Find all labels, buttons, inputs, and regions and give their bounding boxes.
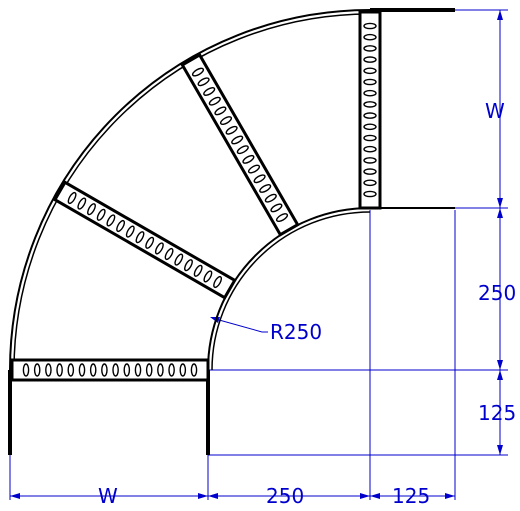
rung-slot [363, 168, 377, 175]
rung-slot [45, 363, 52, 377]
rung-slot [190, 363, 198, 377]
rung-slot [247, 164, 261, 174]
rung-slot [154, 242, 164, 255]
rung-slot [145, 236, 155, 249]
rung-slot [363, 56, 377, 63]
arrow-w-right [198, 493, 208, 499]
arrow-w-top [497, 10, 503, 20]
rung-slot [363, 179, 377, 187]
rung-slot [236, 145, 249, 155]
rung-slot [22, 363, 30, 377]
inner-rail-arc-outer [207, 207, 371, 371]
label-offset-horizontal: 125 [392, 484, 430, 508]
rung-slot [56, 363, 63, 377]
rung-slot [213, 275, 223, 289]
rung-slot [157, 363, 164, 377]
rung-slot [214, 106, 227, 116]
dimension-arrows [10, 10, 503, 499]
rung-slot [231, 135, 244, 145]
rung-slot [363, 157, 377, 164]
rung-group [10, 10, 382, 382]
rung-slot [96, 208, 106, 221]
label-width-horizontal: W [98, 484, 118, 508]
tray-outline [8, 8, 455, 455]
rung-slot [197, 77, 210, 87]
arrow-125-top [497, 370, 503, 380]
rung-slot [67, 363, 75, 377]
rung-slot [106, 214, 116, 227]
rung-slot [145, 363, 153, 377]
rung-slot [363, 45, 377, 52]
rung-slot [168, 363, 175, 377]
left-leg-outer-rail [8, 370, 12, 455]
rung-slot [179, 363, 187, 377]
rung-slot [174, 253, 184, 266]
rung-4 [358, 10, 382, 210]
rung-slot [77, 197, 87, 210]
rung-slot [363, 89, 377, 97]
label-radius-callout: R250 [270, 320, 322, 344]
rung-slot [225, 125, 238, 135]
arrow-w-bottom [497, 198, 503, 208]
rung-slot [203, 270, 213, 283]
label-width-vertical: W [485, 99, 505, 123]
rung-slot [116, 219, 126, 233]
arrow-125h-right [445, 493, 455, 499]
arrow-125-bottom [497, 445, 503, 455]
rung-slot [87, 203, 96, 216]
arrow-125h-left [370, 493, 380, 499]
rung-slot [112, 363, 119, 377]
rung-slot [253, 174, 266, 184]
arrow-250h-left [208, 493, 218, 499]
rung-slot [208, 96, 221, 106]
rung-slot [363, 134, 377, 142]
radius-leader-line [211, 317, 268, 333]
rung-slot [363, 33, 377, 41]
outer-rail-arc-outer [9, 9, 371, 371]
dimension-lines [9, 9, 508, 500]
top-leg-outer-rail [370, 8, 455, 12]
rung-slot [67, 191, 77, 205]
rung-slot [275, 213, 289, 223]
rung-slot [363, 22, 377, 30]
rung-slot [89, 363, 97, 377]
rung-slot [270, 203, 283, 213]
rung-slot [101, 363, 108, 377]
rung-slot [193, 264, 203, 277]
rung-slot [203, 87, 216, 96]
rung-slot [363, 145, 377, 153]
arrow-250h-right [360, 493, 370, 499]
arrow-250-bottom [497, 360, 503, 370]
left-leg-inner-rail [206, 370, 210, 455]
arrow-w-left [10, 493, 20, 499]
label-radius-vertical: 250 [478, 281, 516, 305]
rung-slot [33, 363, 41, 377]
inner-rail-arc-inner [211, 211, 371, 371]
rung-slot [78, 363, 86, 377]
rung-slot [242, 154, 255, 164]
rung-slot [259, 184, 272, 193]
rung-1 [10, 358, 210, 382]
rung-slot [363, 101, 377, 108]
label-offset-vertical: 125 [478, 401, 516, 425]
rung-slot [363, 112, 377, 119]
rung-slot [363, 190, 377, 198]
rung-slot [363, 78, 377, 86]
outer-rail-arc-inner [13, 13, 371, 371]
rung-slot [191, 67, 205, 77]
rung-slot [363, 123, 377, 131]
rung-slot [135, 231, 145, 244]
rung-slot [184, 259, 193, 272]
arrow-250-top [497, 208, 503, 218]
rung-slot [164, 247, 174, 261]
rung-slot [125, 225, 135, 238]
rung-slot [134, 363, 142, 377]
rung-slot [219, 116, 233, 126]
rung-slot [264, 193, 277, 203]
label-radius-horizontal: 250 [266, 484, 304, 508]
rung-slot [363, 67, 377, 75]
rung-slot [123, 363, 131, 377]
